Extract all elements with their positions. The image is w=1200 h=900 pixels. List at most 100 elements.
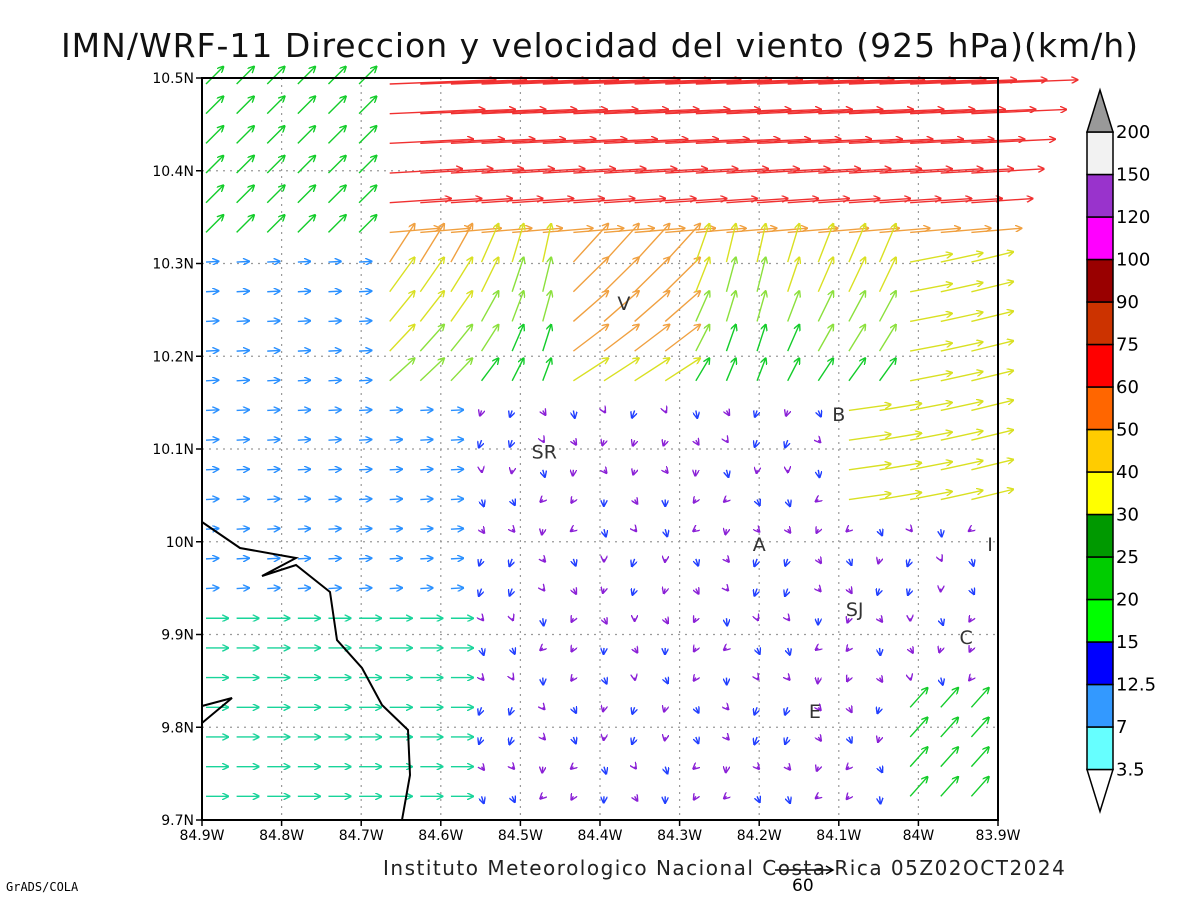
wind-vector (724, 648, 727, 650)
wind-vector (846, 767, 849, 770)
wind-vector (724, 500, 727, 502)
wind-vector (908, 589, 910, 596)
wind-vector (450, 109, 546, 115)
wind-vector (481, 80, 588, 85)
wind-vector (757, 618, 758, 620)
wind-vector (571, 618, 573, 622)
coastline (201, 697, 233, 724)
wind-vector (420, 139, 504, 145)
wind-vector (816, 796, 819, 798)
wind-vector (634, 169, 708, 174)
wind-vector (573, 558, 575, 566)
x-tick-label: 84.3W (657, 828, 702, 844)
wind-vector (543, 410, 546, 415)
wind-vector (542, 324, 551, 352)
wind-vector (482, 678, 484, 680)
wind-vector (359, 410, 372, 411)
reference-vector-label: 60 (792, 876, 814, 896)
wind-vector (635, 500, 638, 504)
wind-vector (693, 767, 696, 769)
wind-vector (818, 109, 913, 115)
wind-vector (878, 737, 880, 742)
wind-vector (878, 291, 896, 322)
wind-vector (205, 499, 219, 500)
wind-vector (236, 156, 255, 174)
wind-vector (603, 589, 604, 594)
wind-vector (543, 469, 545, 477)
place-label: SJ (846, 599, 864, 621)
wind-vector (603, 199, 665, 204)
colorbar-label: 150 (1116, 165, 1150, 186)
wind-vector (818, 199, 879, 204)
wind-vector (940, 431, 983, 441)
wind-vector (327, 126, 346, 144)
place-label: C (960, 627, 973, 649)
wind-vector (910, 432, 952, 441)
wind-vector (205, 410, 219, 411)
wind-vector (785, 439, 788, 448)
wind-vector (878, 224, 896, 263)
wind-vector (328, 291, 341, 292)
wind-vector (359, 469, 372, 470)
wind-vector (205, 321, 219, 322)
wind-vector (572, 324, 608, 352)
wind-vector (726, 109, 821, 115)
wind-vector (389, 169, 463, 174)
wind-vector (971, 430, 1013, 441)
wind-vector (785, 588, 788, 597)
wind-vector (509, 558, 512, 567)
wind-vector (419, 224, 444, 263)
wind-vector (359, 321, 372, 322)
wind-vector (940, 777, 959, 797)
wind-vector (940, 342, 983, 352)
wind-vector (817, 224, 833, 263)
wind-vector (664, 358, 700, 382)
wind-vector (940, 253, 983, 263)
wind-vector (786, 410, 788, 416)
wind-vector (940, 372, 983, 382)
wind-vector (297, 588, 311, 589)
wind-vector (971, 169, 1044, 174)
wind-vector (604, 678, 607, 684)
wind-vector (543, 559, 545, 562)
wind-vector (632, 558, 635, 567)
wind-vector (267, 439, 280, 440)
plot-area: V SR B A I SJ C E 84.9W 84.8W 84.7W 84.6W 84.5W 84.4W… (152, 67, 1077, 844)
wind-vector (879, 169, 953, 174)
wind-vector (816, 529, 818, 533)
wind-vector (358, 156, 377, 174)
wind-vector (726, 707, 728, 709)
y-tick-label: 10.3N (152, 257, 194, 273)
wind-vector (694, 678, 696, 681)
wind-vector (788, 767, 791, 770)
wind-vector (543, 737, 545, 740)
colorbar-swatch (1086, 173, 1114, 218)
wind-vector (909, 717, 928, 738)
wind-vector (663, 440, 665, 446)
wind-vector (971, 558, 973, 566)
wind-vector (755, 410, 757, 417)
wind-vector (787, 224, 800, 263)
place-labels: V SR B A I SJ C E (532, 293, 993, 723)
wind-vector (696, 589, 699, 594)
wind-vector (909, 688, 928, 708)
wind-vector (266, 185, 285, 204)
wind-vector (510, 439, 512, 447)
colorbar-label: 100 (1116, 250, 1150, 271)
wind-vector (971, 371, 1013, 382)
wind-vector (236, 499, 250, 500)
colorbar-swatch (1086, 216, 1114, 261)
wind-vector (450, 410, 464, 411)
wind-vector (632, 410, 635, 417)
wind-vector (573, 470, 574, 476)
wind-vector (634, 80, 741, 85)
wind-vector (480, 324, 499, 352)
wind-vector (787, 199, 849, 204)
wind-vector (480, 257, 499, 293)
wind-vector (694, 648, 696, 652)
wind-vector (818, 80, 924, 85)
wind-vector (603, 291, 639, 322)
wind-vector (907, 558, 910, 567)
x-tick-label: 84.9W (179, 828, 224, 844)
wind-vector (757, 199, 818, 204)
